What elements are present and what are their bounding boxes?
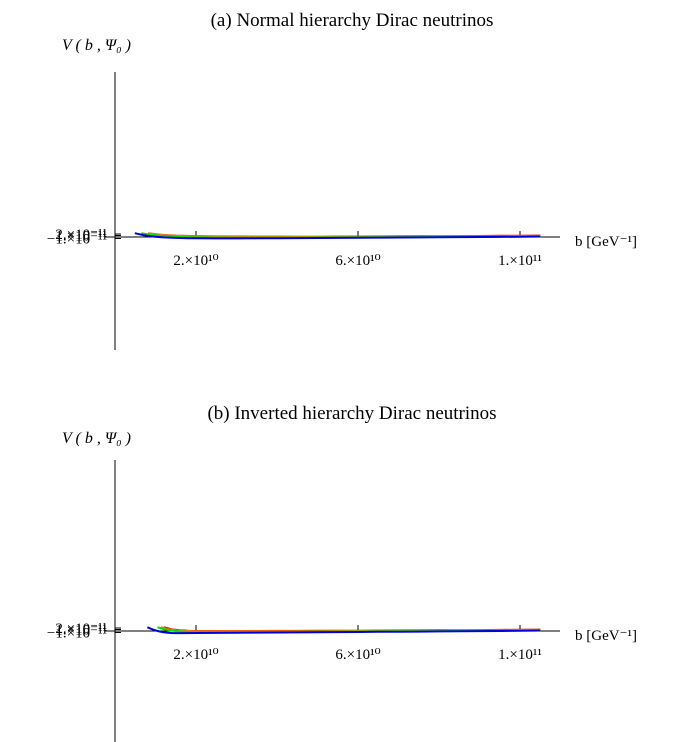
y-tick-label: 1.×10⁻¹¹ (55, 229, 107, 245)
y-tick-label: −1.×10⁻¹¹ (47, 231, 107, 247)
y-tick-label: 2.×10⁻¹¹ (55, 621, 107, 637)
x-tick-label: 1.×10¹¹ (498, 253, 542, 269)
curves (134, 232, 541, 240)
chart-title: (b) Inverted hierarchy Dirac neutrinos (207, 403, 496, 424)
y-tick-label: 1.×10⁻¹¹ (55, 623, 107, 639)
panel-a: (a) Normal hierarchy Dirac neutrinos V ( … (47, 10, 637, 350)
x-tick-label: 2.×10¹⁰ (173, 253, 218, 269)
y-tick-label: 2.×10⁻¹¹ (55, 227, 107, 243)
x-axis-label: b [GeV⁻¹] (575, 234, 637, 250)
x-tick-label: 6.×10¹⁰ (335, 647, 380, 663)
y-axis-label: V ( b , Ψ₀ ) (62, 430, 131, 447)
x-tick-label: 1.×10¹¹ (498, 647, 542, 663)
x-tick-label: 2.×10¹⁰ (173, 647, 218, 663)
series-line-3 (146, 626, 541, 635)
series-line-3 (134, 232, 541, 240)
y-axis-label: V ( b , Ψ₀ ) (62, 37, 131, 54)
x-axis-label: b [GeV⁻¹] (575, 628, 637, 644)
y-tick-label: −1.×10⁻¹¹ (47, 625, 107, 641)
x-tick-label: 6.×10¹⁰ (335, 253, 380, 269)
panel-b: (b) Inverted hierarchy Dirac neutrinos V … (47, 403, 637, 742)
curves (146, 626, 541, 635)
chart-title: (a) Normal hierarchy Dirac neutrinos (211, 10, 494, 31)
